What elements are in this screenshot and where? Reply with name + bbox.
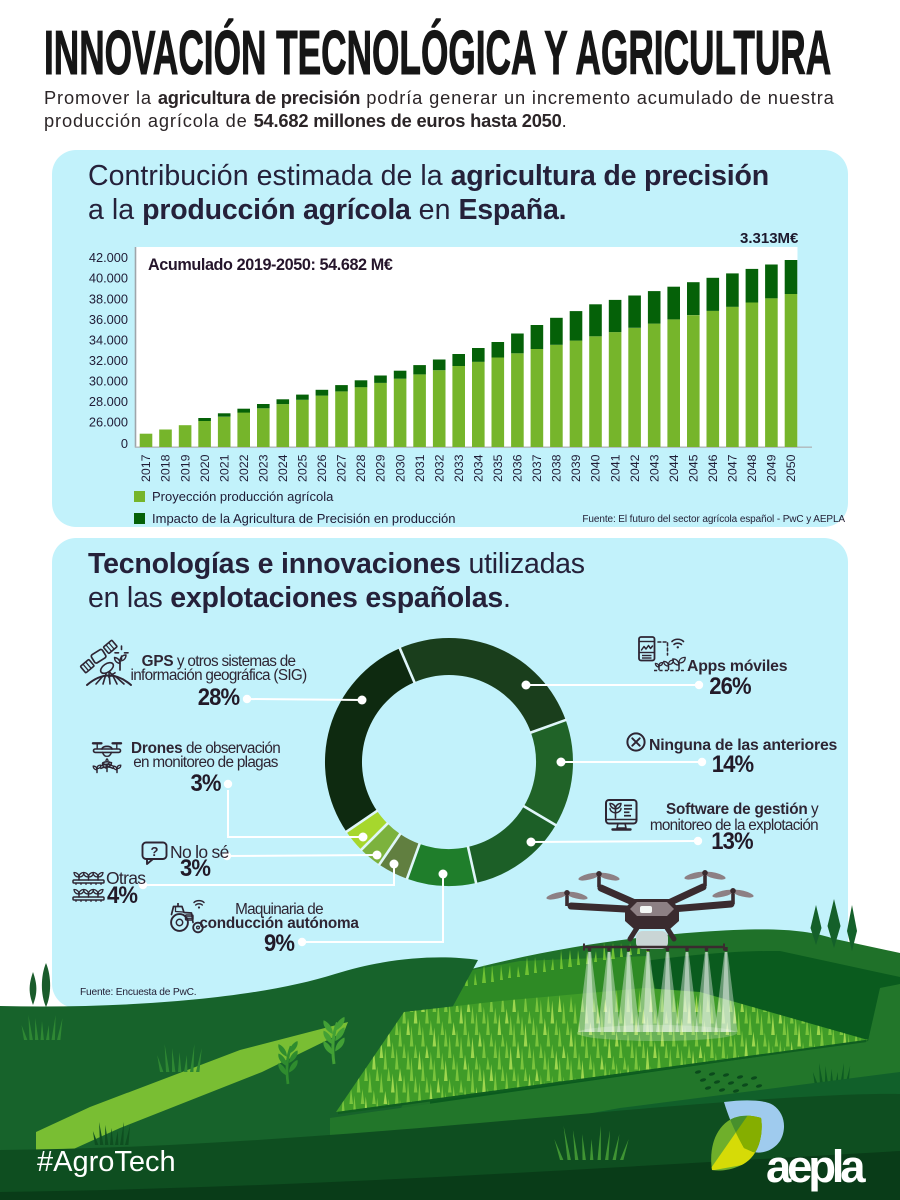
svg-text:2037: 2037	[530, 454, 544, 482]
svg-text:2027: 2027	[335, 454, 349, 482]
svg-text:28.000: 28.000	[89, 394, 128, 409]
svg-text:2047: 2047	[726, 454, 740, 482]
svg-text:aepla: aepla	[766, 1141, 866, 1192]
svg-text:2020: 2020	[198, 454, 212, 482]
svg-text:42.000: 42.000	[89, 250, 128, 265]
svg-text:2032: 2032	[432, 454, 446, 482]
svg-text:2050: 2050	[784, 454, 798, 482]
svg-text:2039: 2039	[569, 454, 583, 482]
svg-text:2043: 2043	[647, 454, 661, 482]
svg-text:2034: 2034	[472, 454, 486, 482]
svg-text:2026: 2026	[315, 454, 329, 482]
svg-text:2045: 2045	[687, 454, 701, 482]
svg-text:36.000: 36.000	[89, 312, 128, 327]
svg-text:2048: 2048	[745, 454, 759, 482]
svg-text:2029: 2029	[374, 454, 388, 482]
svg-text:2023: 2023	[257, 454, 271, 482]
svg-text:2038: 2038	[550, 454, 564, 482]
svg-text:38.000: 38.000	[89, 291, 128, 306]
svg-text:34.000: 34.000	[89, 332, 128, 347]
svg-text:40.000: 40.000	[89, 271, 128, 286]
svg-text:2025: 2025	[296, 454, 310, 482]
svg-text:2022: 2022	[237, 454, 251, 482]
svg-text:2031: 2031	[413, 454, 427, 482]
svg-text:2035: 2035	[491, 454, 505, 482]
svg-text:2040: 2040	[589, 454, 603, 482]
svg-text:2046: 2046	[706, 454, 720, 482]
svg-text:2018: 2018	[159, 454, 173, 482]
svg-text:2041: 2041	[608, 454, 622, 482]
svg-text:2030: 2030	[393, 454, 407, 482]
svg-text:2028: 2028	[354, 454, 368, 482]
svg-text:30.000: 30.000	[89, 374, 128, 389]
svg-text:2017: 2017	[139, 454, 153, 482]
svg-text:2019: 2019	[178, 454, 192, 482]
svg-text:32.000: 32.000	[89, 353, 128, 368]
svg-text:2024: 2024	[276, 454, 290, 482]
svg-text:2042: 2042	[628, 454, 642, 482]
svg-text:Acumulado 2019-2050: 54.682 M€: Acumulado 2019-2050: 54.682 M€	[148, 256, 393, 274]
svg-text:?: ?	[151, 844, 159, 859]
svg-text:2036: 2036	[511, 454, 525, 482]
svg-text:2021: 2021	[217, 454, 231, 482]
svg-text:26.000: 26.000	[89, 415, 128, 430]
svg-text:2033: 2033	[452, 454, 466, 482]
svg-text:2044: 2044	[667, 454, 681, 482]
svg-text:0: 0	[121, 436, 128, 451]
svg-text:2049: 2049	[765, 454, 779, 482]
